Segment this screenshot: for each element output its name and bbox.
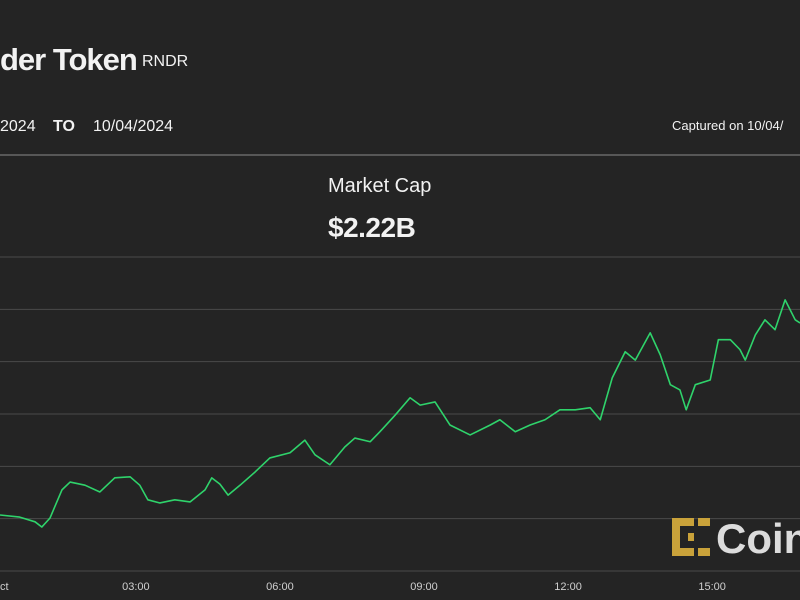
stat-label: Market Cap <box>328 175 431 197</box>
logo-text: Coin <box>716 515 800 562</box>
logo: Coin <box>672 515 800 562</box>
x-tick-label: 12:00 <box>554 581 582 593</box>
plot: ct 03:00 06:00 09:00 12:00 15:00 <box>0 256 800 593</box>
x-tick-label: 06:00 <box>266 581 294 593</box>
x-tick-label: 03:00 <box>122 581 150 593</box>
stat-value: $2.22B <box>328 212 415 243</box>
token-title: der Token <box>0 42 137 77</box>
date-to: 10/04/2024 <box>93 118 173 135</box>
date-to-label: TO <box>53 118 75 135</box>
captured-date: Captured on 10/04/ <box>672 118 784 133</box>
x-tick-label: ct <box>0 581 9 593</box>
x-tick-label: 09:00 <box>410 581 438 593</box>
x-tick-label: 15:00 <box>698 581 726 593</box>
token-symbol: RNDR <box>142 53 188 70</box>
date-from: 2024 <box>0 118 36 135</box>
price-line <box>0 299 800 528</box>
